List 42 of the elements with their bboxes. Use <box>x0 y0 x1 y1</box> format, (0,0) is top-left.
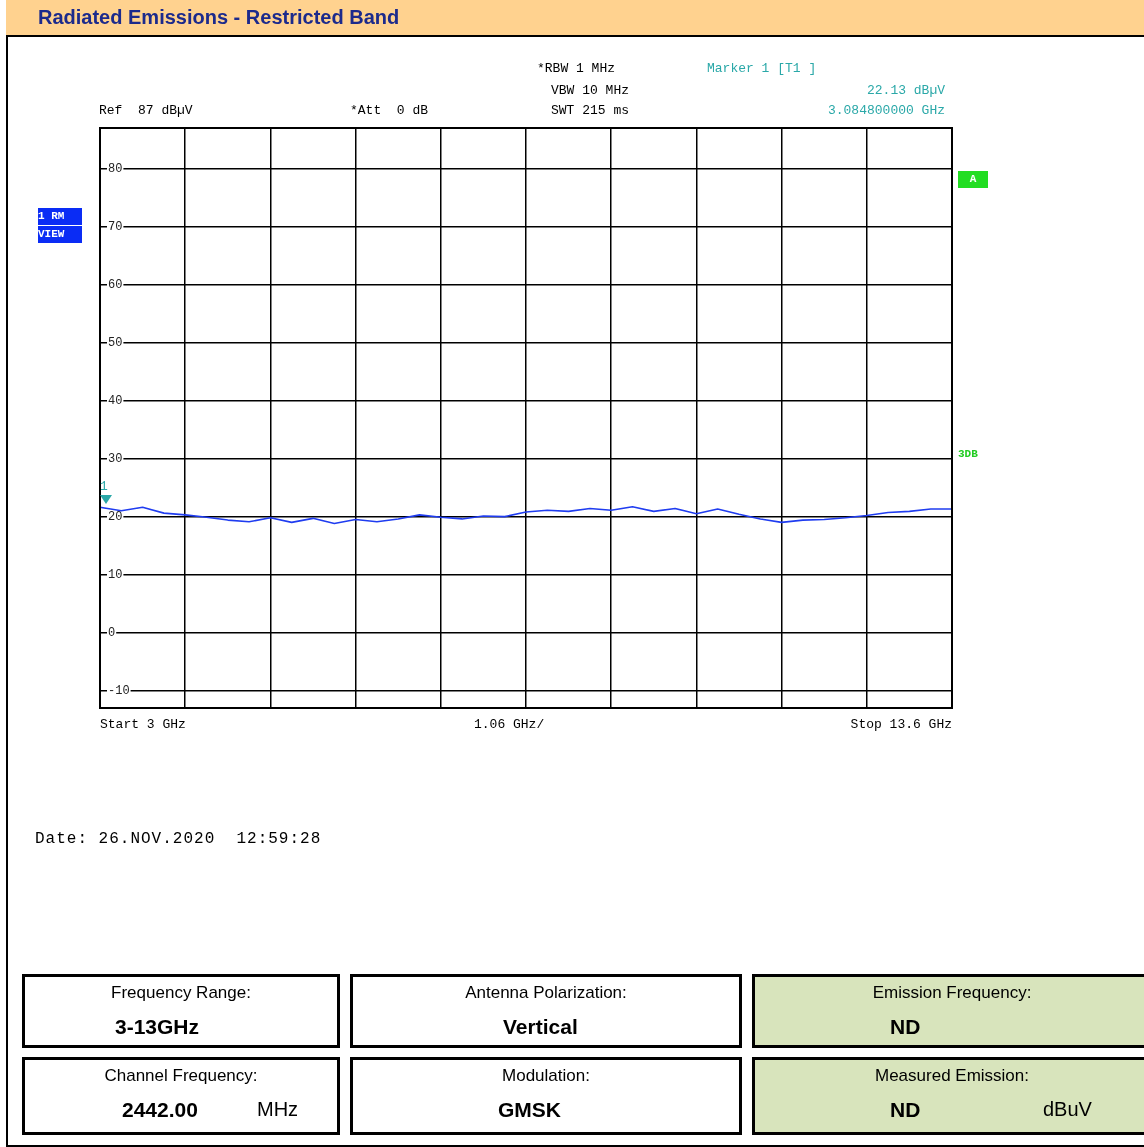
text: Date: 26.NOV.2020 12:59:28 <box>35 830 322 848</box>
y-tick-label: 0 <box>108 625 116 640</box>
text: SWT 215 ms <box>551 103 630 118</box>
text: Modulation: <box>501 1066 591 1086</box>
text: Stop 13.6 GHz <box>850 717 952 732</box>
text: Ref 87 dBµV <box>99 103 193 118</box>
text: A <box>958 171 988 188</box>
text: *RBW 1 MHz <box>537 61 616 76</box>
text: Emission Frequency: <box>871 983 1033 1003</box>
text: Vertical <box>503 1015 578 1039</box>
text: GMSK <box>498 1098 561 1122</box>
y-tick-label: 30 <box>108 451 123 466</box>
chart-title: Radiated Emissions - Restricted Band <box>38 6 400 29</box>
text: VBW 10 MHz <box>551 83 630 98</box>
text: Frequency Range: <box>110 983 252 1003</box>
text: 22.13 dBµV <box>866 83 945 98</box>
y-tick-label: 20 <box>108 509 123 524</box>
text: VIEW <box>38 226 82 243</box>
text: 3-13GHz <box>115 1015 200 1039</box>
text: dBuV <box>1043 1098 1092 1121</box>
y-tick-label: 70 <box>108 219 123 234</box>
text: *Att 0 dB <box>350 103 429 118</box>
annotation: 1 <box>100 479 108 495</box>
text: MHz <box>257 1098 299 1121</box>
text: 3.084800000 GHz <box>827 103 945 118</box>
y-tick-label: 10 <box>108 567 123 582</box>
text: Measured Emission: <box>874 1066 1030 1086</box>
text: 3DB <box>958 447 978 462</box>
text: ND <box>890 1098 921 1122</box>
text: ND <box>890 1015 921 1039</box>
text: Marker 1 [T1 ] <box>707 61 817 76</box>
text: Start 3 GHz <box>100 717 186 732</box>
y-tick-label: 50 <box>108 335 123 350</box>
text: Antenna Polarization: <box>464 983 628 1003</box>
text: 1.06 GHz/ <box>474 717 545 732</box>
text: Channel Frequency: <box>103 1066 259 1086</box>
y-tick-label: 40 <box>108 393 123 408</box>
text: 2442.00 <box>122 1098 198 1122</box>
y-tick-label: 80 <box>108 161 123 176</box>
y-tick-label: 60 <box>108 277 123 292</box>
text: 1 RM <box>38 208 82 225</box>
y-tick-label: -10 <box>108 683 130 698</box>
